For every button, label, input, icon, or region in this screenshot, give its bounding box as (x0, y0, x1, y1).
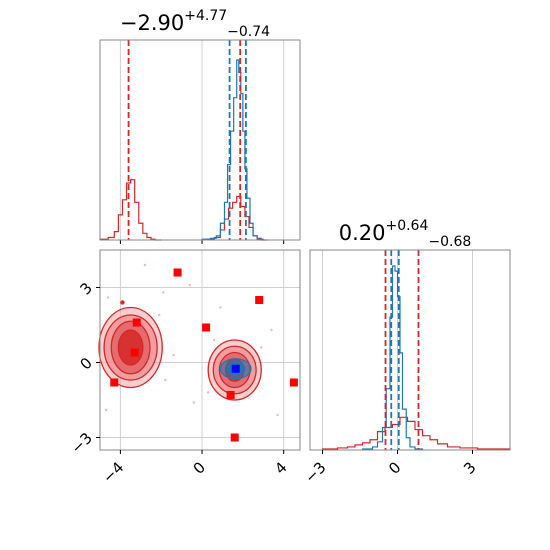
histogram-y-red (321, 416, 511, 450)
y-tick-label: 3 (76, 279, 95, 298)
scatter-point (164, 378, 167, 382)
scatter-point (172, 353, 175, 357)
scatter-point (276, 413, 279, 417)
marker-red-square (110, 378, 119, 387)
scatter-point (206, 391, 210, 394)
title-value: −2.90 (120, 11, 184, 35)
scatter-point (120, 300, 125, 305)
title-value: 0.20 (339, 221, 386, 245)
y-tick-label: 0 (76, 354, 95, 373)
scatter-point (162, 291, 165, 294)
axes-frame (99, 249, 301, 451)
title-plus-error: +0.64 (385, 218, 428, 234)
histogram-x-red-right (205, 195, 268, 241)
x-tick-label: −3 (301, 458, 329, 486)
joint-density-panel: −4 0 4 −3 0 3 (68, 249, 301, 487)
axes-frame (99, 39, 301, 241)
panel-title: 0.20+0.64−0.68 (339, 218, 472, 250)
x-histogram-panel: −2.90+4.77−0.74 (99, 8, 301, 244)
y-histogram-panel: −3 0 3 0.20+0.64−0.68 (301, 218, 511, 487)
marker-red-square (230, 433, 239, 442)
scatter-point (213, 338, 216, 342)
scatter-point (192, 401, 196, 404)
histogram-x-blue (201, 59, 264, 240)
marker-red-square (130, 348, 139, 357)
x-tick-label: −4 (99, 458, 127, 486)
scatter-point (188, 283, 191, 287)
density-contour-red (117, 329, 144, 366)
marker-blue-square (231, 364, 240, 373)
title-plus-error: +4.77 (184, 8, 227, 24)
histogram-y-blue (361, 265, 424, 450)
marker-red-square (173, 268, 182, 277)
scatter-point (260, 346, 263, 349)
panel-title: −2.90+4.77−0.74 (120, 8, 270, 40)
x-tick-label: 0 (385, 458, 404, 477)
scatter-point (104, 408, 108, 412)
scatter-point (157, 313, 161, 317)
marker-red-square (289, 378, 298, 387)
scatter-point (143, 263, 147, 267)
marker-red-square (226, 391, 235, 399)
axes-frame (309, 249, 511, 451)
title-minus-error: −0.68 (428, 234, 471, 250)
scatter-point (106, 296, 110, 299)
x-tick-label: 0 (190, 458, 209, 477)
histogram-x-red-left (99, 179, 162, 241)
marker-red-square (132, 318, 141, 327)
title-minus-error: −0.74 (227, 24, 270, 40)
x-tick-label: 3 (460, 458, 479, 477)
marker-red-square (255, 296, 264, 304)
marker-red-square (202, 323, 211, 332)
scatter-point (219, 306, 222, 309)
scatter-point (270, 328, 273, 332)
y-tick-label: −3 (68, 429, 96, 457)
x-tick-label: 4 (271, 458, 290, 477)
